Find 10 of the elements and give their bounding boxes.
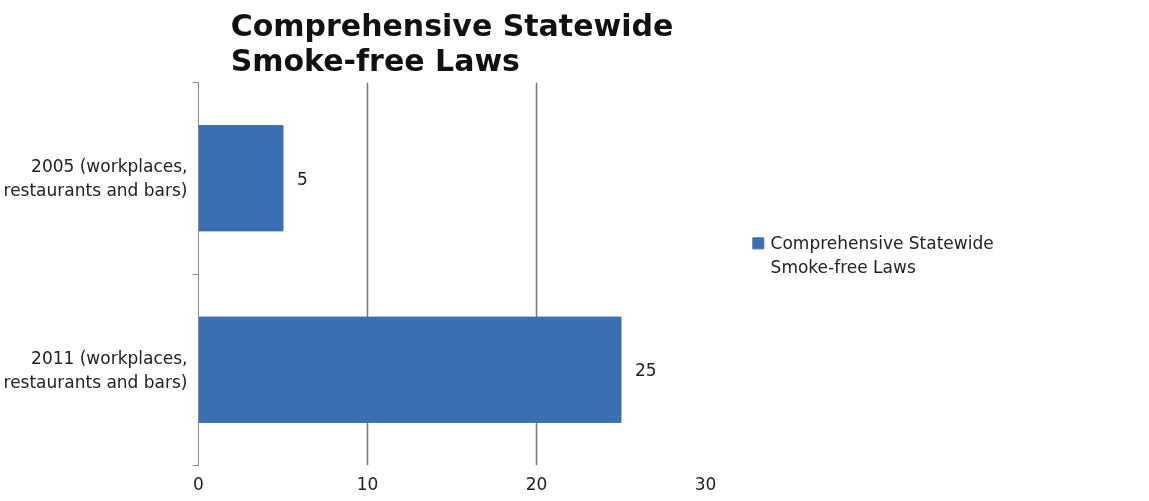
x-tick-label: 10 <box>356 473 379 494</box>
y-tick-label: 2005 (workplaces, restaurants and bars) <box>3 156 188 201</box>
data-label: 25 <box>635 360 657 381</box>
chart-title: Comprehensive Statewide Smoke-free Laws <box>230 7 674 78</box>
x-tick-label: 20 <box>525 473 548 494</box>
y-tick-label: 2011 (workplaces, restaurants and bars) <box>3 347 188 392</box>
legend-label: Comprehensive Statewide Smoke-free Laws <box>770 233 994 278</box>
x-tick-label: 30 <box>694 473 717 494</box>
data-label: 5 <box>297 168 308 189</box>
x-tick-label: 0 <box>193 473 204 494</box>
